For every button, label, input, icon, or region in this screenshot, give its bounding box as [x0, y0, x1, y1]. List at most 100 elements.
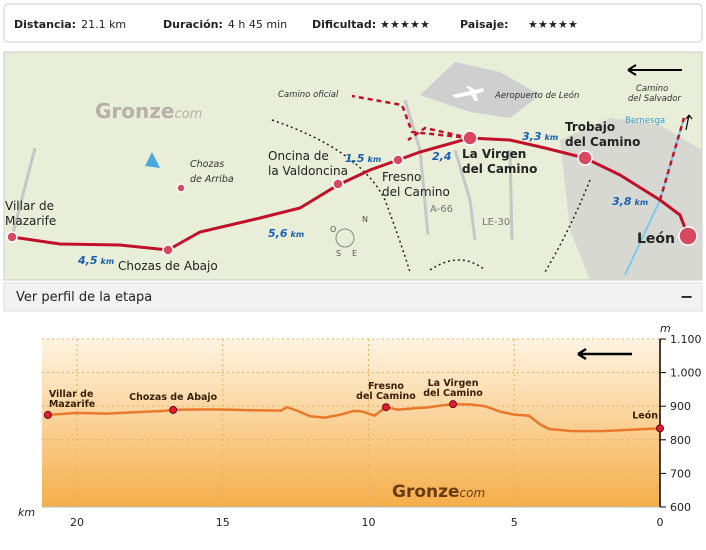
stop-label: Chozas de Abajo: [129, 392, 218, 403]
elevation-line: [47, 402, 661, 433]
place-label: del Camino: [462, 162, 537, 176]
place-label: Trobajo: [565, 120, 615, 134]
star: ★: [528, 18, 538, 31]
logo-name: Gronze: [392, 482, 460, 502]
stop-label: La Virgen: [428, 378, 479, 389]
stops: [6, 130, 698, 256]
x-unit: km: [18, 506, 35, 519]
stat: Duración: 4 h 45 min: [163, 18, 287, 31]
logo-suffix: com: [174, 107, 202, 122]
distance-label: 2,4: [432, 150, 452, 163]
map-note: A-66: [430, 204, 453, 215]
elevation-chart: 600 700 800 900 1.000 1.100 20 15 10 5 0 km m Gronzec…: [18, 322, 702, 529]
stat-label: Paisaje:: [460, 18, 509, 31]
place-label: Chozas: [190, 159, 224, 170]
plot-background: [42, 339, 660, 507]
direction-arrow: [577, 347, 632, 361]
logo-name: Gronze: [95, 99, 174, 123]
stat: Distancia: 21.1 km: [14, 18, 126, 31]
alt-route: [351, 94, 686, 201]
stop-label: Villar de: [49, 389, 94, 400]
distance-value: 4,5: [77, 254, 98, 267]
urban-area: [560, 118, 702, 280]
stop-marker: [381, 403, 390, 412]
y-unit: m: [660, 322, 671, 335]
y-tick-label: 700: [670, 467, 691, 480]
star: ★: [400, 18, 410, 31]
map-note: Bernesga: [625, 116, 665, 126]
logo: Gronzecom: [392, 482, 485, 502]
place-label: de Arriba: [190, 174, 234, 185]
distance-value: 5,6: [268, 227, 288, 240]
distance-unit: km: [635, 198, 649, 207]
place-label: La Virgen: [462, 147, 526, 161]
star: ★: [548, 18, 558, 31]
stat-label: Dificultad:: [312, 18, 376, 31]
map-note: Aeropuerto de León: [494, 90, 579, 101]
stop-marker: [656, 424, 664, 433]
distance-label: 4,5 km: [77, 254, 114, 267]
star: ★: [420, 18, 430, 31]
star: ★: [410, 18, 420, 31]
distance-value: 1,5: [345, 152, 365, 165]
compass-letter: N: [362, 215, 368, 224]
compass-letter: E: [352, 249, 357, 258]
distance-unit: km: [291, 230, 305, 239]
stat: Paisaje:: [460, 18, 509, 31]
compass: [335, 228, 355, 248]
x-tick-label: 5: [511, 516, 518, 529]
place-label: Chozas de Abajo: [118, 259, 218, 273]
star: ★: [568, 18, 578, 31]
lake: [145, 152, 160, 168]
map: [3, 51, 703, 281]
map-note: Camino: [636, 84, 668, 94]
place-label: Fresno: [382, 170, 421, 184]
stats-bar: [3, 3, 703, 43]
distance-value: 3,8: [612, 195, 632, 208]
distance-unit: km: [368, 155, 382, 164]
stop-marker: [169, 405, 178, 414]
distance-label: 3,3 km: [522, 130, 558, 143]
place-label: Oncina de: [268, 149, 329, 163]
y-tick-label: 900: [670, 400, 691, 413]
star: ★: [390, 18, 400, 31]
x-tick-label: 20: [70, 516, 84, 529]
stats: Distancia: 21.1 km Duración: 4 h 45 min Difi…: [14, 18, 578, 31]
stop-marker: [449, 400, 458, 409]
roads: [10, 99, 514, 241]
star: ★: [558, 18, 568, 31]
stop-marker: [43, 410, 52, 419]
panel-title: Ver perfil de la etapa: [16, 290, 152, 305]
plane-icon: [452, 86, 484, 101]
stop-label: del Camino: [356, 391, 416, 402]
distance-value: 3,3: [522, 130, 542, 143]
place-label: León: [637, 231, 675, 247]
logo-suffix: com: [460, 486, 486, 500]
distance-label: 1,5 km: [345, 152, 381, 165]
place-label: del Camino: [382, 185, 450, 199]
x-tick-label: 0: [657, 516, 664, 529]
distance-unit: km: [545, 133, 559, 142]
stat-value: 21.1 km: [81, 18, 126, 31]
panel-bar: [3, 282, 703, 312]
place-label: del Camino: [565, 135, 640, 149]
logo: Gronzecom: [95, 99, 202, 123]
stat-label: Duración:: [163, 18, 223, 31]
distance-label: 3,8 km: [612, 195, 648, 208]
map-note: Camino oficial: [278, 90, 339, 100]
stat-label: Distancia:: [14, 18, 76, 31]
stop-label: del Camino: [423, 388, 483, 399]
toggle-button[interactable]: −: [680, 287, 693, 306]
y-tick-label: 800: [670, 434, 691, 447]
compass-letter: S: [336, 249, 341, 258]
x-tick-label: 10: [361, 516, 375, 529]
map-note: del Salvador: [628, 94, 681, 104]
stop-label: Fresno: [368, 381, 404, 392]
stop-label: Mazarife: [49, 399, 95, 410]
direction-arrow: [627, 64, 682, 76]
star: ★: [380, 18, 390, 31]
place-label: la Valdoncina: [268, 164, 348, 178]
place-label: Mazarife: [5, 214, 56, 228]
stat-value: 4 h 45 min: [228, 18, 287, 31]
